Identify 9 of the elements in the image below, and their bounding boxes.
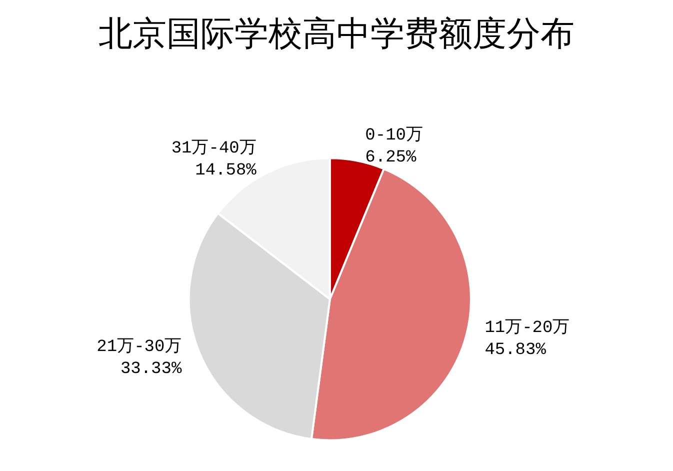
- data-label: 33.33%: [120, 360, 182, 380]
- slice-label: 11万-20万: [484, 318, 570, 338]
- data-label: 6.25%: [365, 148, 417, 168]
- chart-title: 北京国际学校高中学费额度分布: [98, 14, 574, 54]
- data-label: 14.58%: [195, 162, 258, 181]
- data-label: 45.83%: [484, 340, 547, 360]
- slice-label: 31万-40万: [171, 140, 256, 159]
- slice-label: 21万-30万: [96, 338, 182, 358]
- slice-label: 0-10万: [365, 126, 423, 146]
